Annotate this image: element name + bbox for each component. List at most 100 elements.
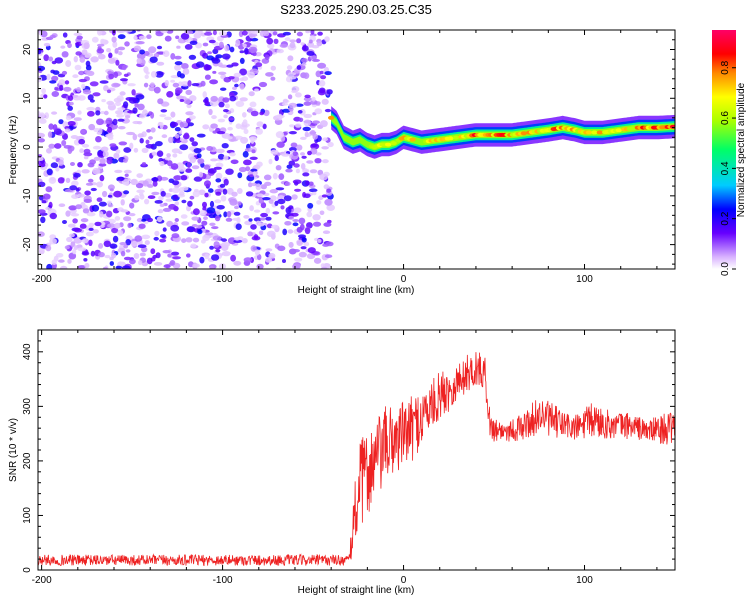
spectrogram-noise-cell [313,257,322,264]
spectrogram-noise-cell [46,263,53,269]
spectrogram-noise-cell [273,38,279,44]
spectrogram-noise-cell [129,258,136,265]
spectrogram-noise-cell [82,208,90,214]
spectrogram-noise-cell [241,238,248,244]
spectrogram-noise-cell [288,131,297,135]
spectrogram-noise-cell [278,173,285,181]
spectrogram-noise-cell [115,265,123,269]
spectrogram-noise-cell [231,191,238,197]
spectrogram-noise-cell [73,32,83,36]
spectrogram-noise-cell [160,30,169,34]
spectrogram-noise-cell [243,128,249,135]
spectrogram-noise-cell [128,97,138,104]
spectrogram-noise-cell [239,83,245,90]
spectrogram-noise-cell [67,42,72,49]
spectrogram-noise-cell [39,118,47,124]
spectrogram-noise-cell [262,197,271,201]
spectrogram-noise-cell [51,75,59,82]
spectrogram-noise-cell [179,73,185,79]
spectrogram-noise-cell [165,198,173,202]
spectrogram-noise-cell [129,202,135,209]
spectrogram-noise-cell [174,184,180,189]
spectrogram-noise-cell [85,60,91,67]
spectrogram-noise-cell [137,133,144,138]
spectrogram-noise-cell [48,201,53,209]
spectrogram-noise-cell [178,187,185,193]
colorbar-tick-label: 0.0 [720,262,731,276]
spectrogram-noise-cell [309,129,316,136]
spectrogram-noise-cell [215,148,225,154]
spectrogram-noise-cell [67,258,72,264]
spectrogram-ridge-peak [596,130,604,135]
spectrogram-noise-cell [156,216,163,223]
spectrogram-noise-cell [88,239,93,246]
spectrogram-noise-cell [85,182,94,186]
spectrogram-noise-cell [58,203,66,207]
spectrogram-noise-cell [189,95,197,102]
spectrogram-noise-cell [85,231,94,237]
spectrogram-noise-cell [215,162,224,168]
spectrogram-noise-cell [51,259,57,266]
spectrogram-noise-cell [282,228,288,236]
spectrogram-noise-cell [159,160,165,167]
spectrogram-noise-cell [88,222,95,227]
spectrogram-noise-cell [302,172,310,177]
spectrogram-noise-cell [142,109,148,117]
spectrogram-noise-cell [141,246,148,253]
spectrogram-noise-cell [135,41,145,45]
spectrogram-noise-cell [230,159,239,165]
spectrogram-noise-cell [92,145,101,150]
spectrogram-noise-cell [192,237,200,243]
spectrogram-noise-cell [90,187,97,192]
spectrogram-noise-cell [75,51,82,56]
spectrogram-noise-cell [203,99,209,103]
spectrogram-noise-cell [166,153,171,158]
spectrogram-noise-cell [178,151,183,155]
spectrogram-noise-cell [179,137,184,142]
spectrogram-noise-cell [189,115,196,120]
spectrogram-noise-cell [221,241,230,248]
spectrogram-noise-cell [198,210,207,216]
spectrogram-noise-cell [294,257,303,262]
spectrogram-noise-cell [253,209,261,213]
spectrogram-noise-cell [282,31,291,36]
spectrogram-noise-cell [235,100,245,107]
spectrogram-noise-cell [181,199,187,204]
spectrogram-noise-cell [262,123,267,130]
spectrogram-noise-cell [217,153,225,160]
spectrogram-noise-cell [67,223,76,228]
spectrogram-noise-cell [281,102,289,106]
spectrogram-noise-cell [268,158,273,165]
spectrogram-noise-cell [52,124,58,131]
spectrogram-noise-cell [116,30,126,33]
spectrogram-noise-cell [79,148,84,153]
spectrogram-noise-cell [172,194,179,200]
snr-y-tick-label: 200 [22,452,33,469]
spectrogram-noise-cell [153,86,161,94]
spectrogram-noise-cell [154,230,160,236]
spectrogram-noise-cell [48,123,54,130]
spectrogram-noise-cell [180,32,190,40]
spectrogram-noise-cell [241,76,249,82]
spectrogram-noise-cell [213,241,220,248]
spectrogram-noise-cell [144,74,149,80]
spectrogram-noise-cell [78,138,86,145]
spectrogram-noise-cell [96,181,103,188]
spectrogram-noise-cell [135,183,144,189]
spectrogram-noise-cell [300,163,306,170]
spectrogram-noise-cell [235,223,242,230]
spectrogram-noise-cell [250,168,258,172]
spectrogram-x-tick-label: -100 [213,274,233,285]
spectrogram-noise-cell [107,126,113,133]
spectrogram-noise-cell [162,250,171,254]
spectrogram-noise-cell [81,83,86,89]
spectrogram-noise-cell [145,139,150,145]
spectrogram-noise-cell [202,42,209,47]
spectrogram-noise-cell [105,133,114,138]
spectrogram-noise-cell [259,217,266,221]
spectrogram-noise-cell [113,97,122,103]
spectrogram-noise-cell [324,71,332,76]
snr-x-tick-label: -100 [213,575,233,586]
spectrogram-noise-cell [123,147,132,153]
